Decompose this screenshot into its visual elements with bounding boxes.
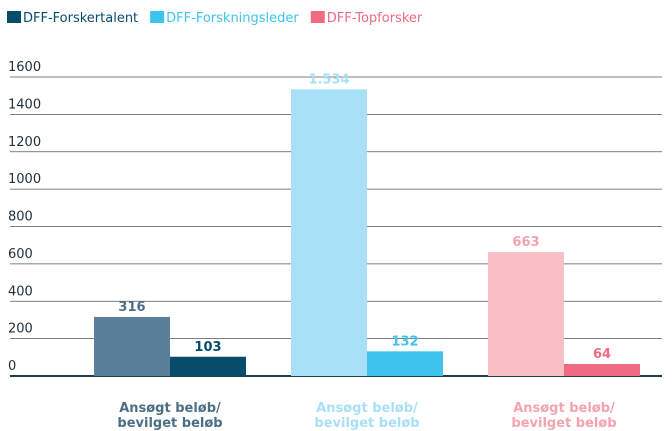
bar [170, 356, 246, 376]
legend-swatch [7, 11, 21, 23]
category-label: Ansøgt beløb/ [119, 401, 221, 416]
y-tick-label: 200 [8, 322, 33, 337]
y-tick-label: 400 [8, 284, 33, 299]
category-label: Ansøgt beløb/ [513, 401, 615, 416]
value-label: 64 [593, 347, 611, 362]
legend-swatch [150, 11, 165, 23]
y-tick-label: 800 [8, 210, 33, 225]
legend-swatch [310, 11, 325, 23]
category-label: bevilget beløb [511, 416, 616, 431]
value-label: 663 [512, 235, 539, 250]
value-label: 103 [194, 340, 221, 355]
y-tick-label: 1600 [8, 60, 41, 75]
y-tick-label: 1200 [8, 135, 41, 150]
bar [488, 252, 564, 376]
category-label: bevilget beløb [117, 416, 222, 431]
value-label: 1.534 [308, 72, 349, 87]
category-label: bevilget beløb [314, 416, 419, 431]
legend-label: DFF-Forskningsleder [166, 11, 299, 26]
bar [367, 351, 443, 376]
y-tick-label: 600 [8, 247, 33, 262]
value-label: 132 [391, 334, 418, 349]
value-label: 316 [118, 300, 145, 315]
y-tick-label: 1400 [8, 97, 41, 112]
legend-label: DFF-Forskertalent [23, 11, 138, 26]
bar [94, 316, 170, 376]
bar [564, 364, 640, 376]
bar [291, 89, 367, 377]
legend-label: DFF-Topforsker [327, 11, 423, 26]
y-tick-label: 0 [8, 359, 16, 374]
y-tick-label: 1000 [8, 172, 41, 187]
category-label: Ansøgt beløb/ [316, 401, 418, 416]
